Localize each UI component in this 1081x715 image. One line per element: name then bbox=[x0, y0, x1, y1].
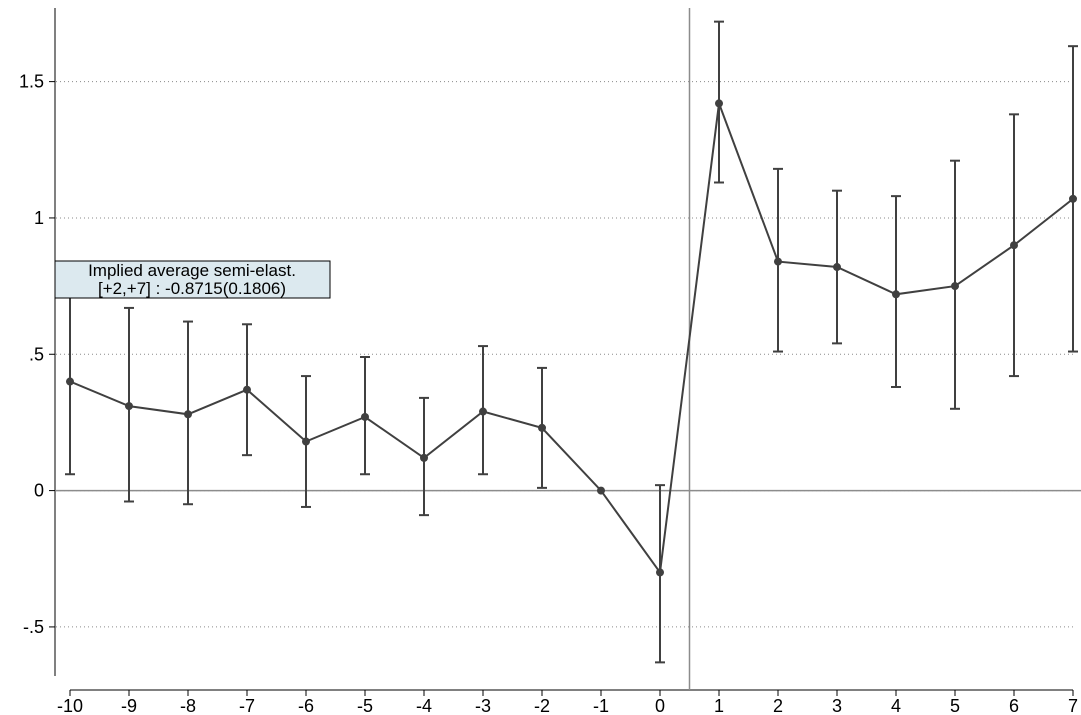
x-tick-label: -10 bbox=[57, 696, 83, 715]
x-tick-label: -8 bbox=[180, 696, 196, 715]
x-tick-label: -1 bbox=[593, 696, 609, 715]
x-tick-label: -2 bbox=[534, 696, 550, 715]
reference-lines bbox=[56, 8, 1081, 690]
y-tick-label: 1.5 bbox=[19, 72, 44, 92]
x-tick-label: 6 bbox=[1009, 696, 1019, 715]
data-point bbox=[1069, 194, 1077, 203]
data-point bbox=[125, 402, 133, 411]
x-tick-label: -5 bbox=[357, 696, 373, 715]
data-point bbox=[302, 437, 310, 446]
data-point bbox=[66, 377, 74, 386]
data-point bbox=[892, 290, 900, 299]
annotation-box: Implied average semi-elast. [+2,+7] : -0… bbox=[54, 260, 331, 299]
gridlines bbox=[56, 81, 1073, 628]
y-tick-label: .5 bbox=[29, 344, 44, 364]
annotation-line-1: Implied average semi-elast. bbox=[88, 261, 296, 280]
axes: 1.51.50-.5-10 -9 -8 -7 -6 -5 -4 -3 -2 -1 0 1 2 3 4 5 6 7 bbox=[19, 8, 1078, 715]
x-tick-label: 3 bbox=[832, 696, 842, 715]
x-tick-label: -7 bbox=[239, 696, 255, 715]
data-point bbox=[361, 412, 369, 421]
series bbox=[65, 20, 1078, 664]
x-tick-label: -3 bbox=[475, 696, 491, 715]
x-tick-label: 5 bbox=[950, 696, 960, 715]
x-tick-label: 2 bbox=[773, 696, 783, 715]
x-tick-label: -9 bbox=[121, 696, 137, 715]
data-point bbox=[479, 407, 487, 416]
annotation-background bbox=[54, 260, 331, 299]
data-point bbox=[656, 568, 664, 577]
data-point bbox=[420, 453, 428, 462]
data-point bbox=[833, 263, 841, 272]
data-point bbox=[774, 257, 782, 266]
x-tick-label: 0 bbox=[655, 696, 665, 715]
x-tick-label: -6 bbox=[298, 696, 314, 715]
data-point bbox=[538, 423, 546, 432]
x-tick-label: 1 bbox=[714, 696, 724, 715]
y-tick-label: 0 bbox=[34, 481, 44, 501]
x-tick-label: -4 bbox=[416, 696, 432, 715]
x-tick-label: 4 bbox=[891, 696, 901, 715]
annotation-line-2: [+2,+7] : -0.8715(0.1806) bbox=[98, 279, 286, 298]
y-tick-label: -.5 bbox=[23, 617, 44, 637]
y-tick-label: 1 bbox=[34, 208, 44, 228]
series-line bbox=[69, 103, 1074, 576]
data-point bbox=[243, 385, 251, 394]
data-point bbox=[184, 410, 192, 419]
data-point bbox=[1010, 241, 1018, 250]
data-point bbox=[951, 282, 959, 291]
data-point bbox=[597, 486, 605, 495]
x-tick-label: 7 bbox=[1068, 696, 1078, 715]
data-point bbox=[715, 99, 723, 108]
